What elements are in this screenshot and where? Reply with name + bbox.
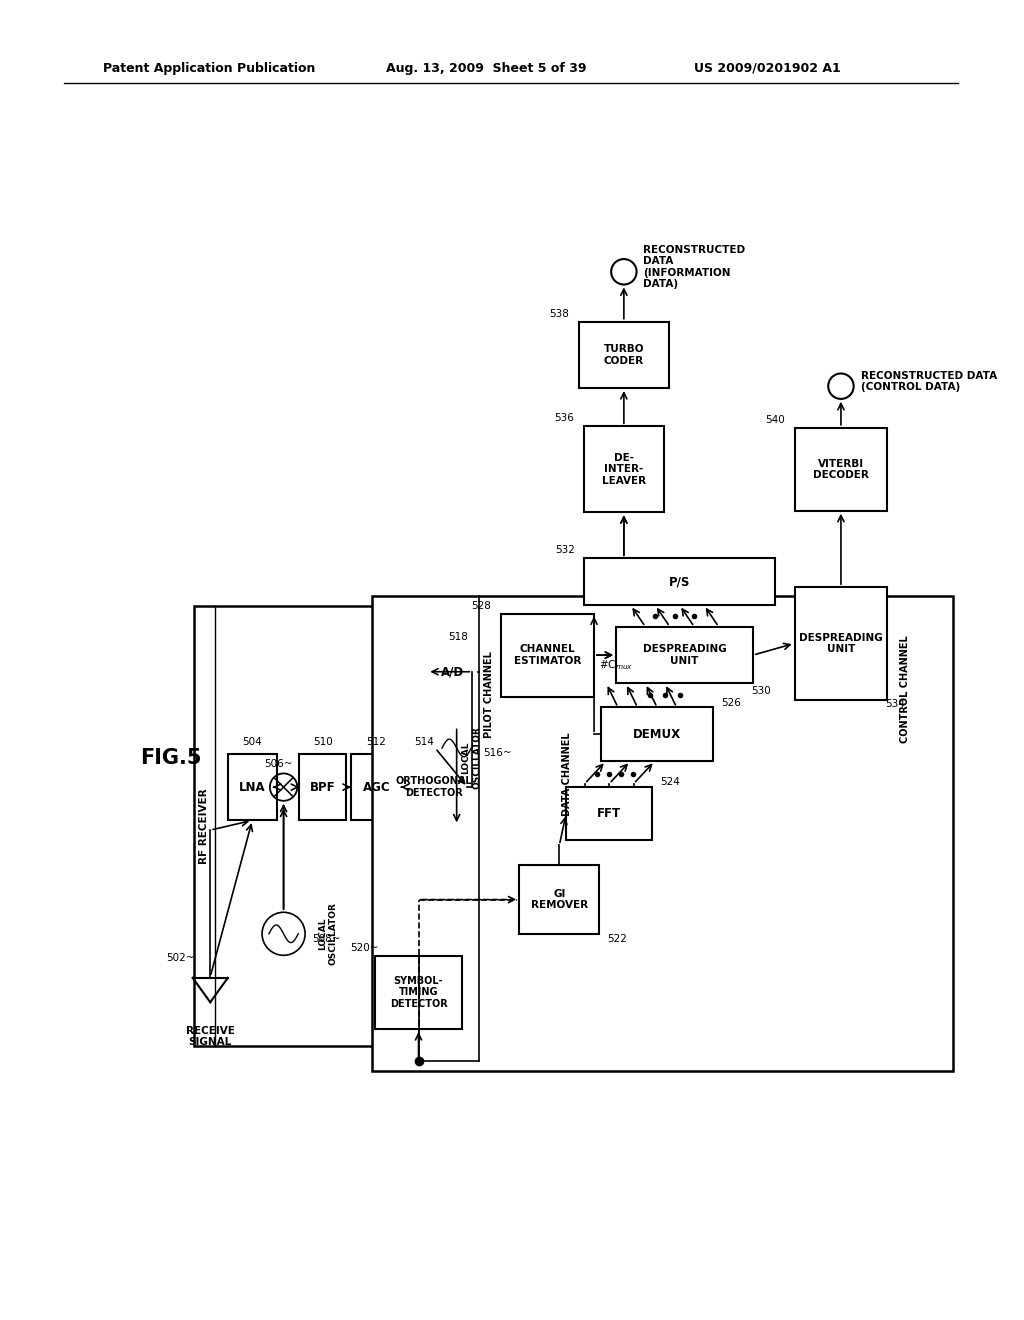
Text: P/S: P/S	[669, 576, 690, 589]
Text: 510: 510	[312, 737, 333, 747]
Text: VITERBI
DECODER: VITERBI DECODER	[813, 458, 869, 480]
Bar	[194, 606, 479, 1047]
Text: 534: 534	[886, 700, 905, 709]
Text: 518: 518	[447, 631, 468, 642]
Text: 506~: 506~	[264, 759, 293, 768]
Text: RECONSTRUCTED
DATA
(INFORMATION
DATA): RECONSTRUCTED DATA (INFORMATION DATA)	[643, 244, 745, 289]
Text: LOCAL
OSCILLATOR: LOCAL OSCILLATOR	[462, 726, 481, 789]
Text: US 2009/0201902 A1: US 2009/0201902 A1	[694, 62, 841, 75]
Text: FFT: FFT	[597, 807, 622, 820]
Text: 508~: 508~	[312, 933, 341, 944]
Text: FIG.5: FIG.5	[140, 748, 202, 768]
Text: PILOT CHANNEL: PILOT CHANNEL	[484, 651, 495, 738]
Bar	[795, 587, 888, 700]
Text: TURBO
CODER: TURBO CODER	[603, 345, 644, 366]
Text: 526: 526	[721, 697, 741, 708]
Text: 528: 528	[472, 601, 492, 611]
Text: Aug. 13, 2009  Sheet 5 of 39: Aug. 13, 2009 Sheet 5 of 39	[386, 62, 587, 75]
Text: Patent Application Publication: Patent Application Publication	[102, 62, 315, 75]
Text: 512: 512	[367, 737, 386, 747]
Text: DEMUX: DEMUX	[633, 727, 681, 741]
Text: 524: 524	[659, 776, 680, 787]
Text: 502~: 502~	[167, 953, 196, 964]
Bar	[585, 558, 775, 606]
Text: SYMBOL-
TIMING
DETECTOR: SYMBOL- TIMING DETECTOR	[390, 975, 447, 1008]
Text: RECONSTRUCTED DATA
(CONTROL DATA): RECONSTRUCTED DATA (CONTROL DATA)	[860, 371, 996, 392]
Text: A/D: A/D	[441, 665, 464, 678]
Text: RF RECEIVER: RF RECEIVER	[200, 788, 209, 865]
Text: CHANNEL
ESTIMATOR: CHANNEL ESTIMATOR	[514, 644, 582, 665]
Text: 530: 530	[751, 686, 771, 696]
Bar	[299, 754, 346, 820]
Text: 536: 536	[554, 413, 574, 424]
Text: 540: 540	[765, 414, 784, 425]
Bar	[579, 322, 669, 388]
Bar	[616, 627, 753, 684]
Bar	[584, 426, 664, 512]
Text: DE-
INTER-
LEAVER: DE- INTER- LEAVER	[602, 453, 646, 486]
Bar	[519, 866, 599, 933]
Text: LNA: LNA	[239, 780, 265, 793]
Text: GI
REMOVER: GI REMOVER	[530, 888, 588, 911]
Text: 520~: 520~	[350, 942, 379, 953]
Bar	[227, 754, 276, 820]
Bar	[601, 708, 714, 762]
Bar	[401, 754, 467, 820]
Text: AGC: AGC	[362, 780, 390, 793]
Text: 504: 504	[243, 737, 262, 747]
Bar	[351, 754, 401, 820]
Text: 532: 532	[555, 545, 574, 556]
Text: 522: 522	[607, 933, 627, 944]
Text: #C$_{mux}$: #C$_{mux}$	[599, 657, 633, 672]
Bar	[501, 614, 594, 697]
Text: BPF: BPF	[310, 780, 336, 793]
Bar	[427, 648, 478, 696]
Text: DATA CHANNEL: DATA CHANNEL	[561, 733, 571, 816]
Text: ORTHOGONAL
DETECTOR: ORTHOGONAL DETECTOR	[396, 776, 472, 797]
Text: LOCAL
OSCILLATOR: LOCAL OSCILLATOR	[317, 903, 337, 965]
Text: DESPREADING
UNIT: DESPREADING UNIT	[643, 644, 726, 665]
Bar	[372, 597, 953, 1071]
Text: 516~: 516~	[483, 748, 512, 758]
Text: 514: 514	[415, 737, 434, 747]
Bar	[566, 787, 652, 841]
Text: DESPREADING
UNIT: DESPREADING UNIT	[799, 632, 883, 655]
Bar	[376, 956, 462, 1030]
Text: CONTROL CHANNEL: CONTROL CHANNEL	[900, 635, 910, 743]
Text: 538: 538	[550, 309, 569, 319]
Text: RECEIVE
SIGNAL: RECEIVE SIGNAL	[185, 1026, 234, 1047]
Bar	[795, 428, 888, 511]
